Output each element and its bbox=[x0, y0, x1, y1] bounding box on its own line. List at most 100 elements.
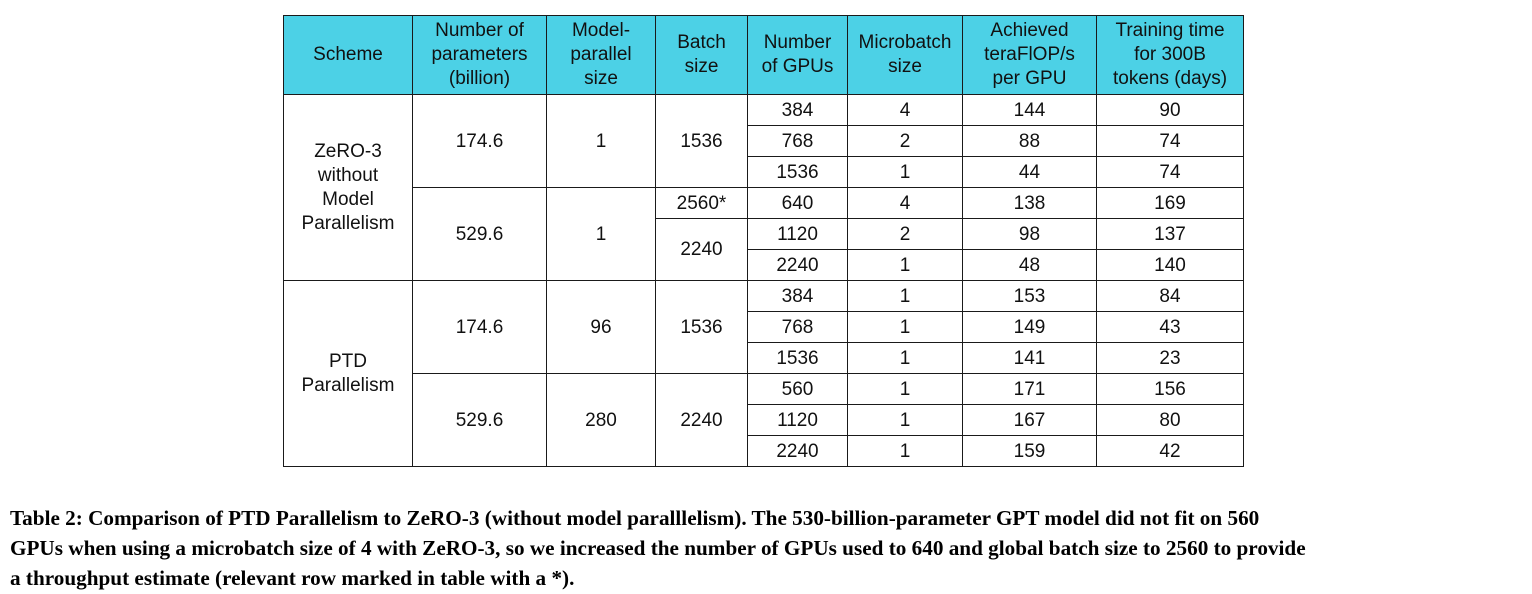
table-row: 2240 1120 2 98 137 bbox=[284, 218, 1244, 281]
microbatch-size-cell: 1 bbox=[847, 311, 963, 343]
teraflops-cell: 144 bbox=[962, 94, 1097, 126]
cell-text-line: Achieved bbox=[990, 20, 1069, 41]
training-days-cell: 23 bbox=[1096, 342, 1244, 374]
scheme-cell: ZeRO-3 without Model Parallelism bbox=[283, 94, 413, 281]
num-gpus-cell: 1536 bbox=[747, 342, 848, 374]
microbatch-size-cell: 4 bbox=[847, 94, 963, 126]
table-row: PTD Parallelism 174.6 96 1536 384 1 153 84 bbox=[283, 280, 1244, 467]
microbatch-size-cell: 1 bbox=[847, 404, 963, 436]
num-gpus-cell: 768 bbox=[747, 125, 848, 157]
params-cell: 529.6 bbox=[412, 373, 547, 467]
cell-text-line: Model- bbox=[571, 20, 631, 41]
cell-text-line: Batch bbox=[677, 32, 726, 53]
training-days-cell: 156 bbox=[1096, 373, 1244, 405]
training-days-cell: 43 bbox=[1096, 311, 1244, 343]
scheme-cell: PTD Parallelism bbox=[283, 280, 413, 467]
table-row: ZeRO-3 without Model Parallelism 174.6 1 1536 3… bbox=[283, 94, 1244, 281]
microbatch-size-cell: 2 bbox=[847, 125, 963, 157]
teraflops-cell: 171 bbox=[962, 373, 1097, 405]
microbatch-size-cell: 1 bbox=[847, 342, 963, 374]
cell-text-line: size bbox=[584, 68, 618, 89]
cell-text-line: ZeRO-3 bbox=[314, 140, 382, 162]
teraflops-cell: 138 bbox=[962, 187, 1097, 219]
cell-text-line: size bbox=[888, 56, 922, 77]
num-gpus-cell: 1120 bbox=[747, 404, 848, 436]
table-row: 529.6 280 2240 560 1 171 156 bbox=[284, 373, 1244, 467]
header-num-gpus: Number of GPUs bbox=[747, 15, 848, 95]
training-days-cell: 42 bbox=[1096, 435, 1244, 467]
cell-text-line: parallel bbox=[570, 44, 632, 65]
teraflops-cell: 88 bbox=[962, 125, 1097, 157]
cell-text-line: Microbatch bbox=[858, 32, 952, 53]
model-parallel-size-cell: 280 bbox=[546, 373, 656, 467]
training-days-cell: 169 bbox=[1096, 187, 1244, 219]
table-row: 2240 1 159 42 bbox=[284, 435, 1244, 467]
header-row: Scheme Number of parameters (billion) Model-… bbox=[283, 15, 1244, 95]
training-days-cell: 140 bbox=[1096, 249, 1244, 281]
batch-size-cell: 2240 bbox=[655, 373, 748, 467]
caption-line: Table 2: Comparison of PTD Parallelism t… bbox=[10, 506, 1260, 530]
params-cell: 529.6 bbox=[412, 187, 547, 281]
microbatch-size-cell: 4 bbox=[847, 187, 963, 219]
cell-text-line: Number of bbox=[435, 20, 524, 41]
training-days-cell: 84 bbox=[1096, 280, 1244, 312]
teraflops-cell: 44 bbox=[962, 156, 1097, 188]
cell-text-line: parameters bbox=[431, 44, 528, 65]
header-training-time: Training time for 300B tokens (days) bbox=[1096, 15, 1244, 95]
table-row: 1536 1 44 74 bbox=[284, 156, 1244, 188]
params-cell: 174.6 bbox=[412, 94, 547, 188]
num-gpus-cell: 640 bbox=[747, 187, 848, 219]
training-days-cell: 80 bbox=[1096, 404, 1244, 436]
batch-size-cell: 1536 bbox=[655, 280, 748, 374]
cell-text-line: PTD bbox=[329, 350, 367, 372]
num-gpus-cell: 384 bbox=[747, 280, 848, 312]
table-row: 529.6 1 2560* 640 4 138 169 bbox=[284, 187, 1244, 281]
batch-size-cell: 1536 bbox=[655, 94, 748, 188]
table-row: 768 1 149 43 bbox=[284, 311, 1244, 343]
cell-text-line: size bbox=[684, 56, 719, 77]
microbatch-size-cell: 1 bbox=[847, 156, 963, 188]
cell-text-line: of GPUs bbox=[761, 56, 834, 77]
header-batch-size: Batch size bbox=[655, 15, 748, 95]
num-gpus-cell: 768 bbox=[747, 311, 848, 343]
microbatch-size-cell: 1 bbox=[847, 280, 963, 312]
num-gpus-cell: 1120 bbox=[747, 218, 848, 250]
model-parallel-size-cell: 96 bbox=[546, 280, 656, 374]
cell-text-line: Parallelism bbox=[301, 374, 395, 396]
num-gpus-cell: 2240 bbox=[747, 435, 848, 467]
training-days-cell: 74 bbox=[1096, 156, 1244, 188]
num-gpus-cell: 384 bbox=[747, 94, 848, 126]
cell-text-line: per GPU bbox=[992, 68, 1067, 89]
header-teraflops: Achieved teraFlOP/s per GPU bbox=[962, 15, 1097, 95]
microbatch-size-cell: 1 bbox=[847, 373, 963, 405]
num-gpus-cell: 1536 bbox=[747, 156, 848, 188]
table-body: ZeRO-3 without Model Parallelism 174.6 1 1536 3… bbox=[283, 94, 1244, 467]
table-row: 1536 1 141 23 bbox=[284, 342, 1244, 374]
batch-size-cell: 2560* bbox=[655, 187, 748, 219]
batch-size-cell: 2240 bbox=[655, 218, 748, 281]
table-header: Scheme Number of parameters (billion) Model-… bbox=[283, 15, 1244, 95]
cell-text-line: tokens (days) bbox=[1112, 68, 1228, 89]
header-model-parallel-size: Model-parallel size bbox=[546, 15, 656, 95]
model-parallel-size-cell: 1 bbox=[546, 94, 656, 188]
cell-text-line: Parallelism bbox=[301, 212, 395, 234]
num-gpus-cell: 560 bbox=[747, 373, 848, 405]
cell-text-line: Number bbox=[763, 32, 832, 53]
table-row: 2240 1 48 140 bbox=[284, 249, 1244, 281]
teraflops-cell: 98 bbox=[962, 218, 1097, 250]
teraflops-cell: 149 bbox=[962, 311, 1097, 343]
microbatch-size-cell: 1 bbox=[847, 249, 963, 281]
cell-text-line: Model bbox=[322, 188, 374, 210]
params-cell: 174.6 bbox=[412, 280, 547, 374]
header-microbatch-size: Microbatch size bbox=[847, 15, 963, 95]
cell-text-line: teraFlOP/s bbox=[984, 44, 1075, 65]
cell-text-line: Training time bbox=[1115, 20, 1225, 41]
header-scheme: Scheme bbox=[283, 15, 413, 95]
teraflops-cell: 141 bbox=[962, 342, 1097, 374]
training-days-cell: 137 bbox=[1096, 218, 1244, 250]
training-days-cell: 90 bbox=[1096, 94, 1244, 126]
training-days-cell: 74 bbox=[1096, 125, 1244, 157]
cell-text-line: (billion) bbox=[448, 68, 511, 89]
table-row: 1120 1 167 80 bbox=[284, 404, 1244, 436]
num-gpus-cell: 2240 bbox=[747, 249, 848, 281]
